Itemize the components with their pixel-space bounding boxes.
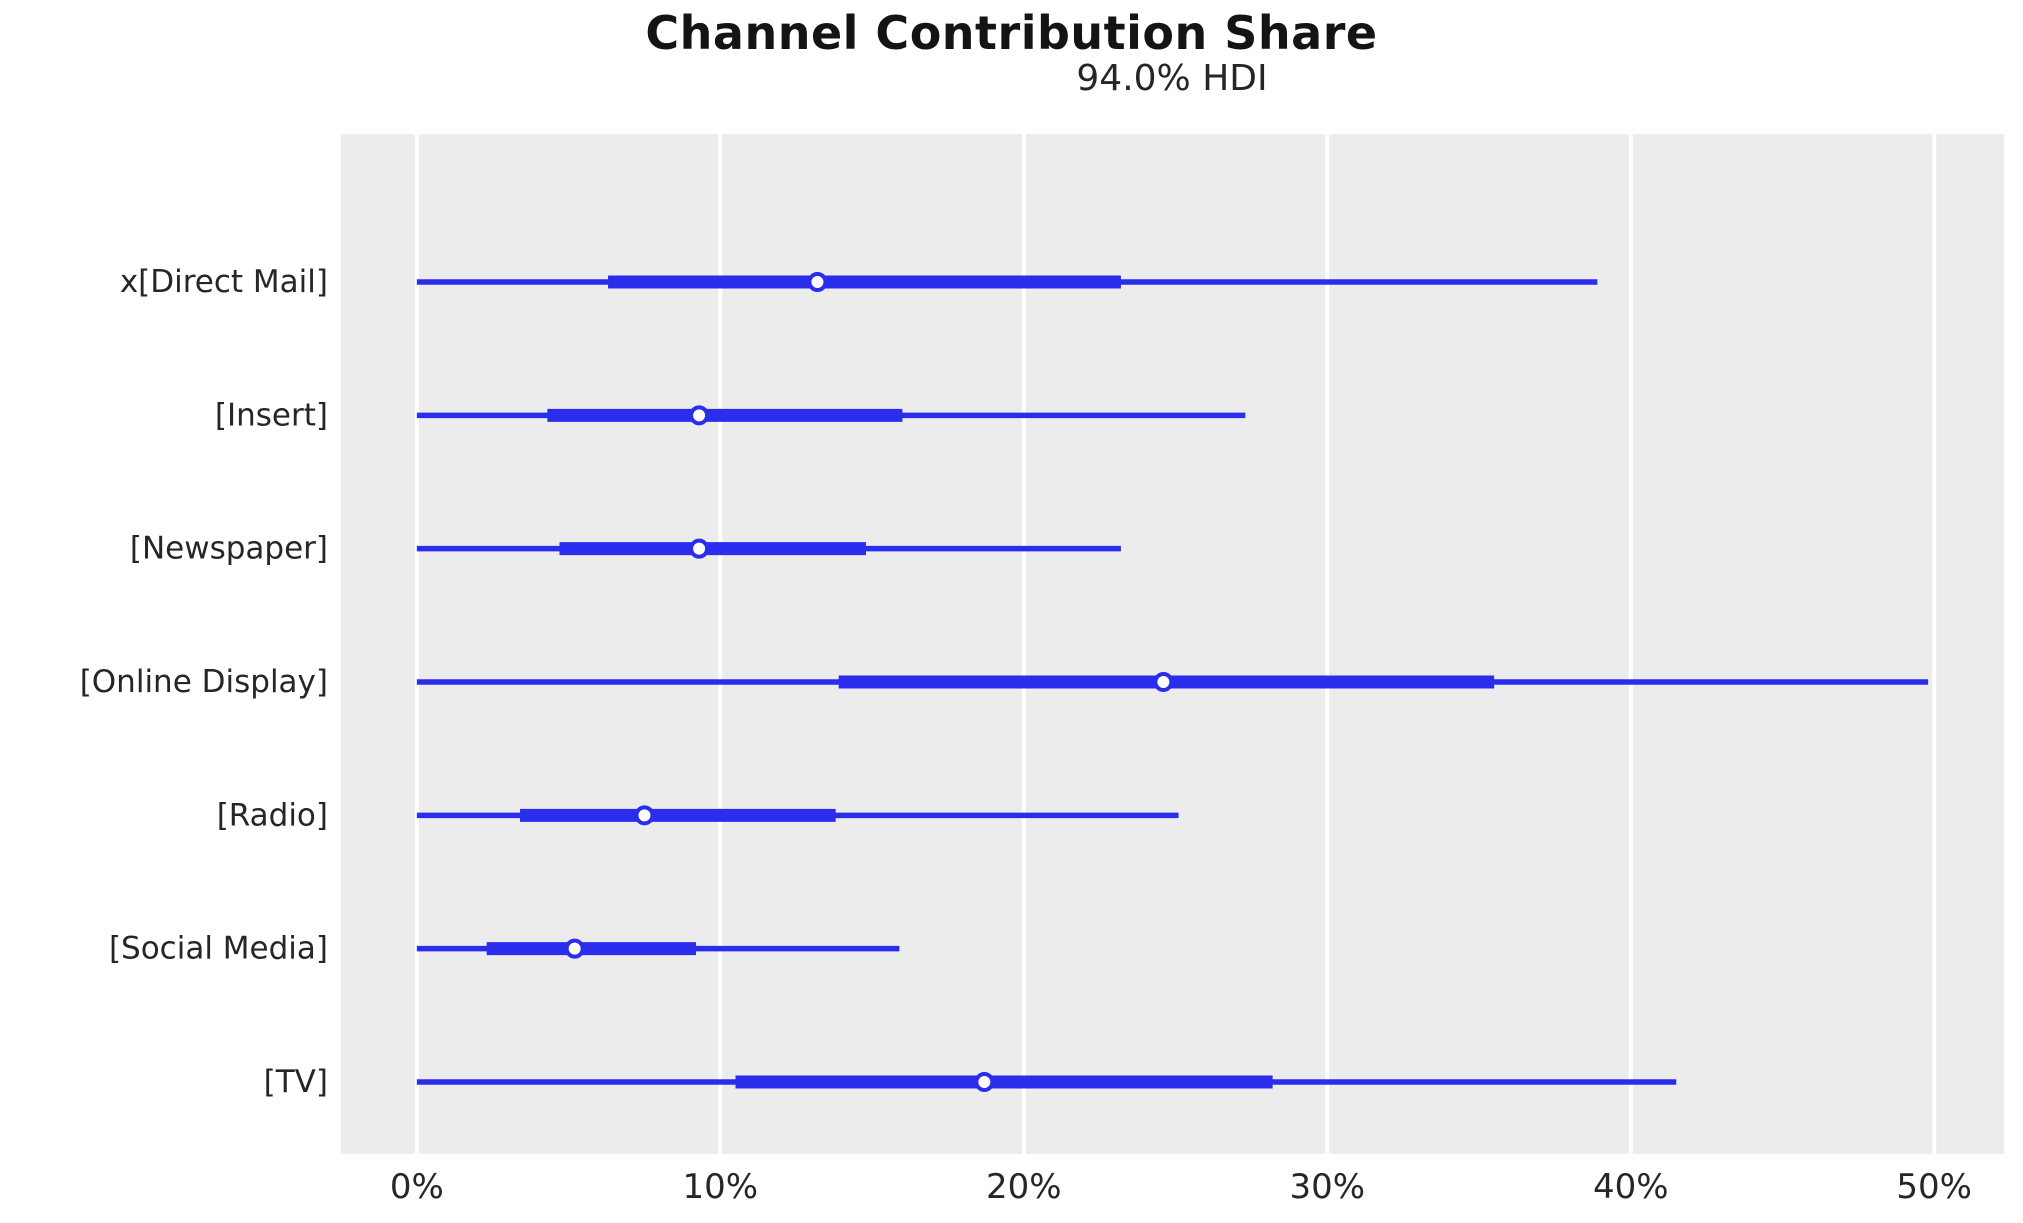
median-marker [689,538,710,559]
x-tick-label: 50% [1896,1167,1972,1207]
x-tick-label: 40% [1593,1167,1669,1207]
median-marker [689,405,710,426]
x-tick-label: 10% [683,1167,759,1207]
x-tick-label: 30% [1289,1167,1365,1207]
median-marker [974,1071,995,1092]
y-tick-label: [Radio] [217,797,328,833]
median-marker [634,805,655,826]
x-tick-label: 20% [986,1167,1062,1207]
chart-subtitle-hdi: 94.0% HDI [1076,58,1268,99]
y-tick-label: [Newspaper] [130,531,328,567]
chart-title: Channel Contribution Share [645,6,1378,60]
y-tick-label: [Online Display] [80,664,328,700]
median-marker [807,272,828,292]
y-tick-label: x[Direct Mail] [120,264,328,300]
x-tick-label: 0% [390,1167,444,1207]
median-marker [564,938,585,959]
y-tick-label: [TV] [264,1064,328,1100]
plot-background [341,134,2004,1154]
median-marker [1153,671,1174,692]
y-tick-label: [Insert] [215,397,328,433]
y-tick-label: [Social Media] [109,931,328,967]
